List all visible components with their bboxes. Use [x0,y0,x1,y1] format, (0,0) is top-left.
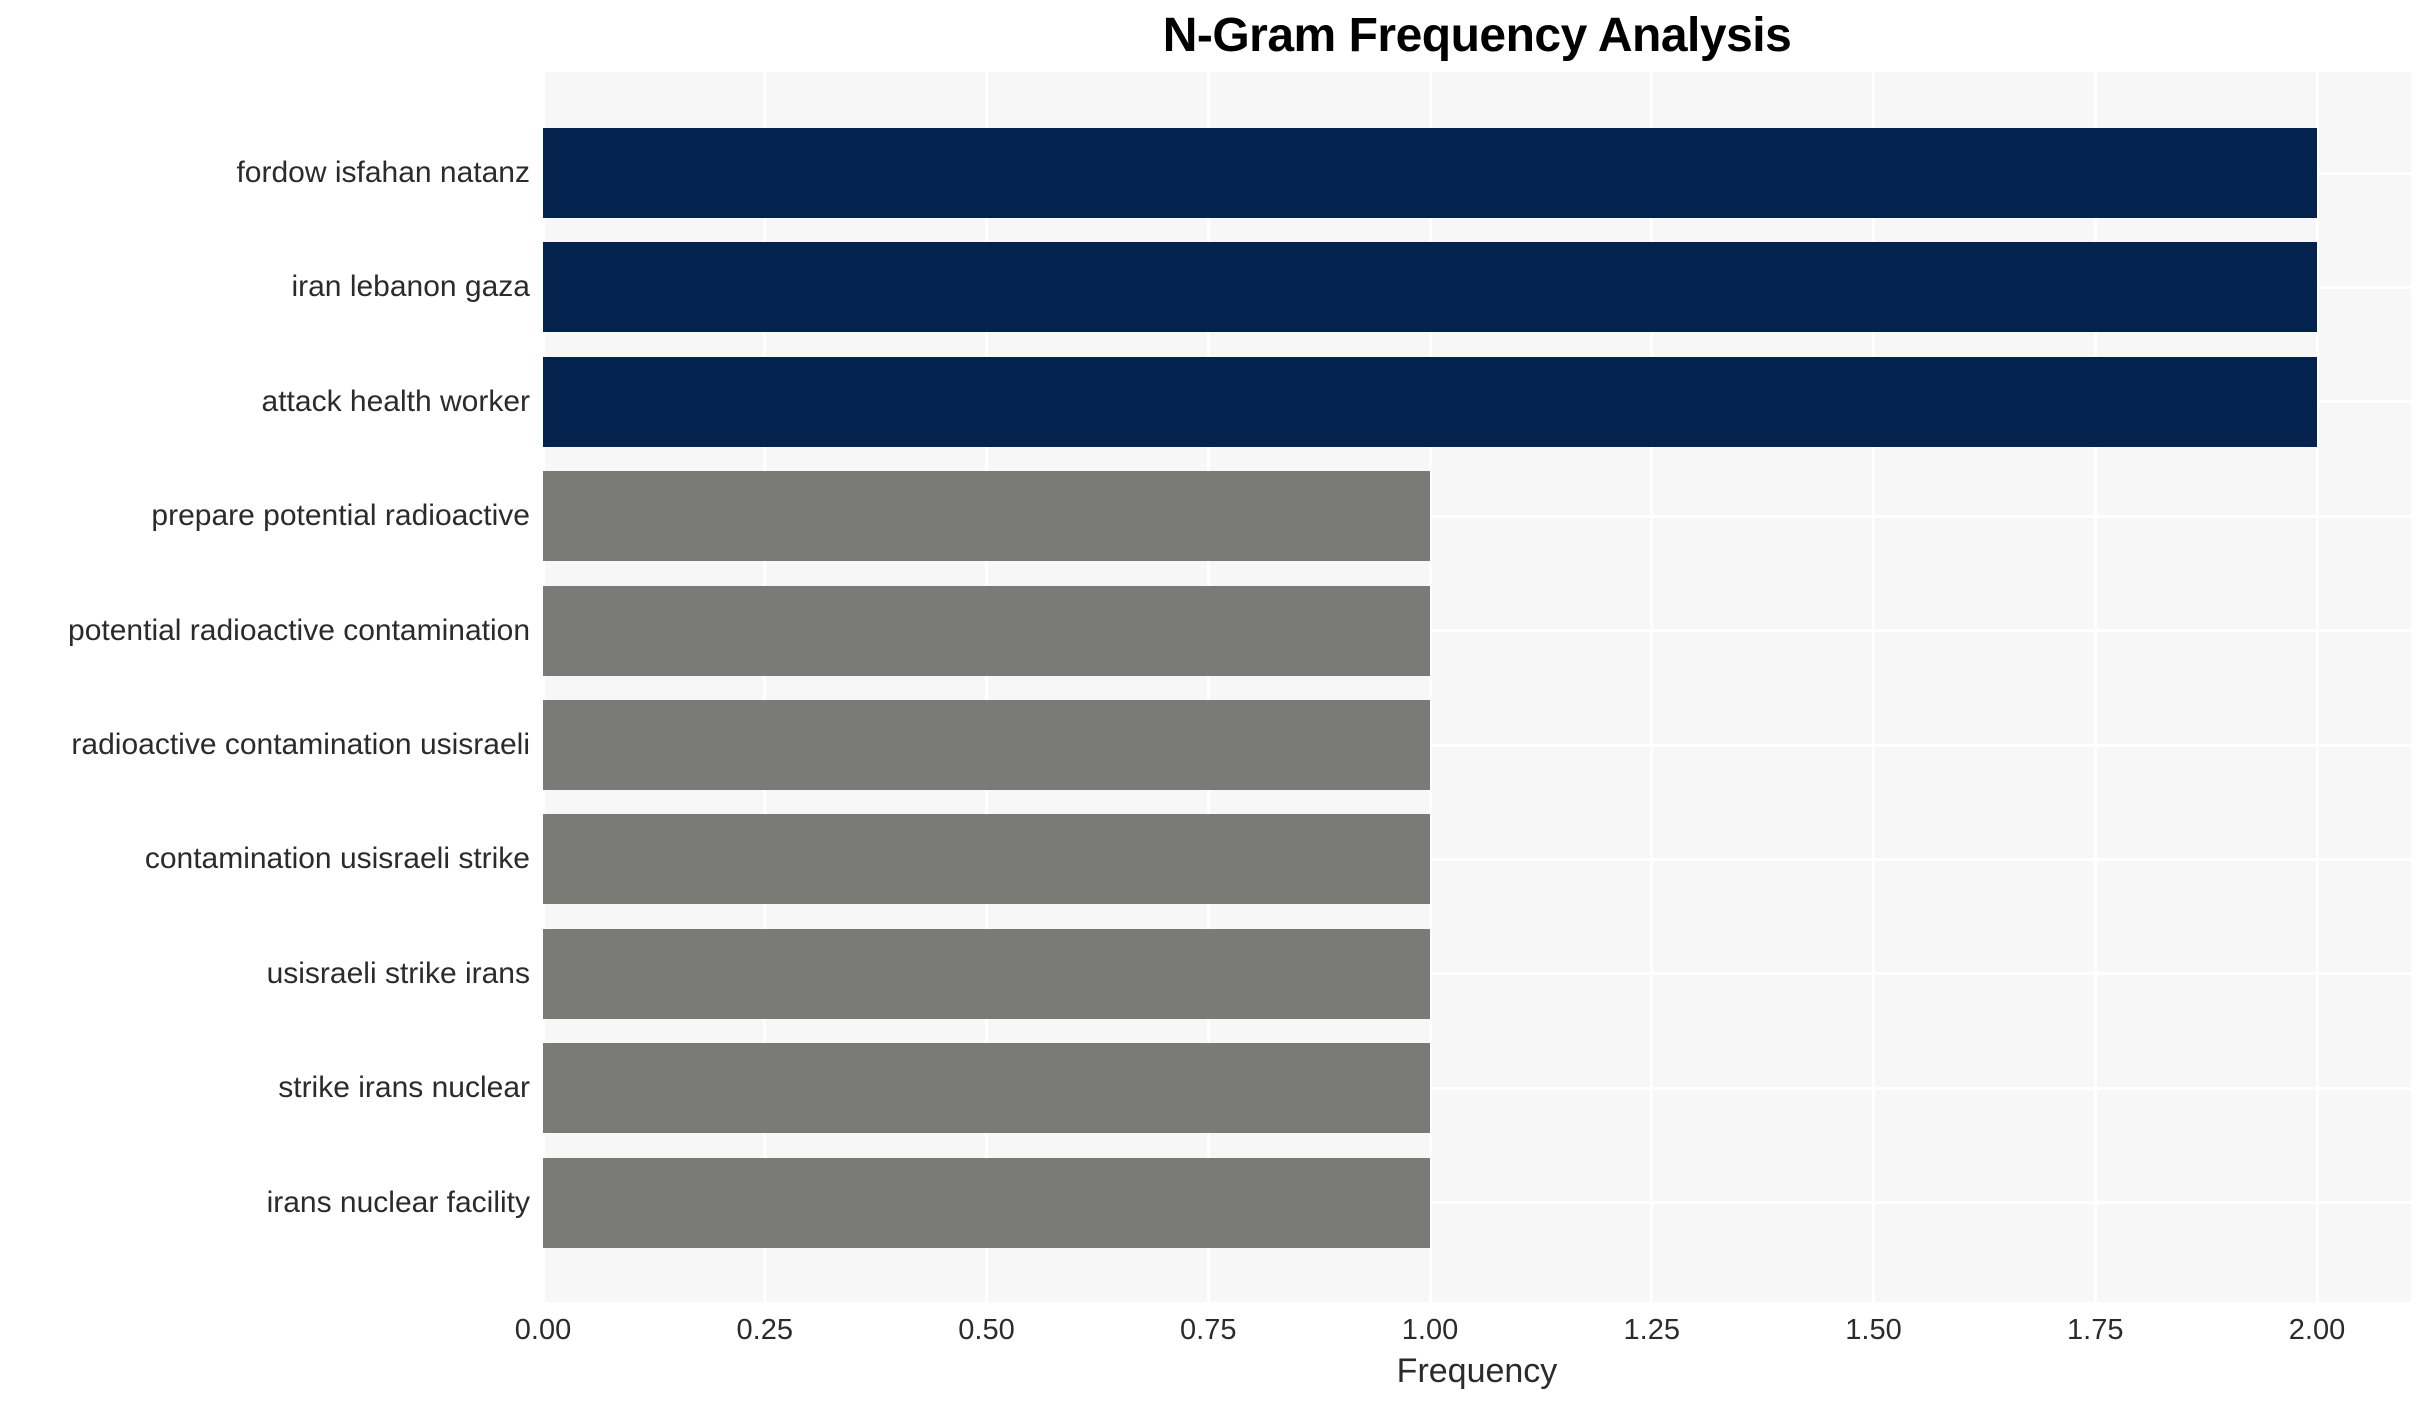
vertical-gridline-1.25 [1650,72,1654,1302]
y-axis-label-fordow-isfahan-natanz: fordow isfahan natanz [236,156,530,189]
horizontal-gridline-row-7 [543,857,2411,861]
bar-contamination-usisraeli-strike [543,814,1430,905]
bar-usisraeli-strike-irans [543,928,1430,1019]
x-tick-label-1.00: 1.00 [1401,1314,1459,1346]
chart-title: N-Gram Frequency Analysis [1162,9,1792,62]
horizontal-gridline-row-8 [543,972,2411,976]
vertical-gridline-0.50 [985,72,988,1302]
y-axis-label-attack-health-worker: attack health worker [261,384,530,418]
plot-area [543,72,2411,1302]
x-tick-label-0.00: 0.00 [514,1314,572,1346]
horizontal-gridline-row-5 [543,629,2411,633]
vertical-gridline-1.50 [1872,72,1875,1302]
x-tick-label-1.50: 1.50 [1845,1314,1902,1346]
y-axis-label-irans-nuclear-facility: irans nuclear facility [266,1185,530,1219]
x-tick-label-1.25: 1.25 [1623,1314,1680,1346]
y-axis-label-iran-lebanon-gaza: iran lebanon gaza [291,270,530,304]
bar-fordow-isfahan-natanz [543,128,2317,218]
x-tick-label-2.00: 2.00 [2288,1314,2346,1346]
y-axis-label-strike-irans-nuclear: strike irans nuclear [278,1071,530,1105]
x-tick-label-0.75: 0.75 [1180,1314,1237,1346]
vertical-gridline-1.75 [2093,72,2097,1302]
y-axis-label-contamination-usisraeli-strike: contamination usisraeli strike [144,842,530,876]
vertical-gridline-2.00 [2315,72,2319,1302]
bar-radioactive-contamination-usisraeli [543,700,1430,790]
vertical-gridline-0.00 [543,72,545,1302]
y-axis-label-prepare-potential-radioactive: prepare potential radioactive [151,499,530,533]
y-axis-label-usisraeli-strike-irans: usisraeli strike irans [266,956,530,990]
x-tick-label-0.50: 0.50 [958,1314,1015,1346]
vertical-gridline-0.25 [763,72,767,1302]
horizontal-gridline-row-10 [543,1201,2411,1205]
vertical-gridline-0.75 [1206,72,1210,1302]
horizontal-gridline-row-6 [543,743,2411,747]
horizontal-gridline-row-4 [543,514,2411,518]
y-axis-label-potential-radioactive-contamination: potential radioactive contamination [68,613,530,647]
bar-irans-nuclear-facility [543,1157,1430,1248]
bar-potential-radioactive-contamination [543,585,1430,676]
x-tick-label-0.25: 0.25 [736,1314,793,1346]
horizontal-gridline-row-9 [543,1086,2411,1090]
y-axis-label-radioactive-contamination-usisraeli: radioactive contamination usisraeli [71,728,530,761]
vertical-gridline-1.00 [1428,72,1432,1302]
bar-strike-irans-nuclear [543,1043,1430,1134]
bar-attack-health-worker [543,356,2317,447]
bar-iran-lebanon-gaza [543,242,2317,333]
x-tick-label-1.75: 1.75 [2067,1314,2124,1346]
x-axis-label: Frequency [1396,1352,1558,1390]
bar-prepare-potential-radioactive [543,471,1430,562]
